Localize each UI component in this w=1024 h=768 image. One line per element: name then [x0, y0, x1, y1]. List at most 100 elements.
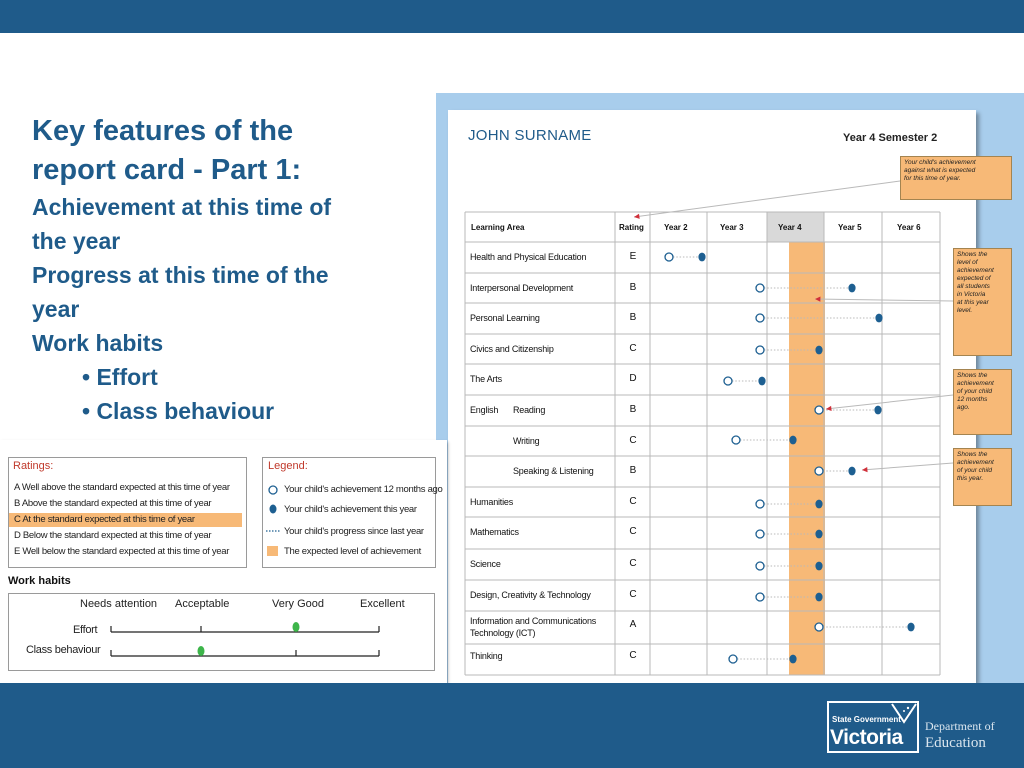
- rating-c-highlight: [9, 513, 242, 527]
- wh-col-acceptable: Acceptable: [175, 598, 230, 610]
- area-humanities: Humanities: [470, 497, 514, 507]
- callout-line: 12 months: [957, 396, 988, 403]
- legend-progress: Your child's progress since last year: [284, 526, 424, 537]
- slide-line: Progress at this time of the: [32, 262, 329, 288]
- slide-line: Achievement at this time of: [32, 194, 332, 220]
- slide-line: the year: [32, 228, 121, 254]
- header-year-3: Year 3: [720, 223, 744, 232]
- area-arts: The Arts: [470, 374, 502, 384]
- legend-hollow-dot: [268, 485, 278, 495]
- callout-this-year: Shows the achievement of your child this…: [953, 448, 1012, 506]
- rating-cell: B: [629, 465, 637, 476]
- semester-label: Year 4 Semester 2: [843, 132, 938, 144]
- area-interpersonal: Interpersonal Development: [470, 283, 574, 293]
- rating-cell: A: [629, 619, 637, 630]
- victoria-logo: [827, 701, 919, 753]
- dept-of: Department of: [925, 719, 995, 733]
- header-learning-area: Learning Area: [471, 223, 525, 232]
- callout-line: this year.: [957, 475, 984, 482]
- callout-line: for this time of year.: [904, 175, 961, 182]
- slide-text: Key features of the report card - Part 1…: [32, 112, 422, 428]
- callout-line: expected of: [957, 275, 991, 282]
- slide-title-line1: Key features of the: [32, 115, 294, 147]
- area-ict: Information and Communications: [470, 616, 597, 626]
- dept-education: Education: [925, 735, 986, 751]
- rating-b: B Above the standard expected at this ti…: [14, 498, 212, 509]
- legend-12-months: Your child's achievement 12 months ago: [284, 484, 443, 495]
- callout-line: Shows the: [957, 451, 988, 458]
- work-habit-marker: [292, 622, 300, 632]
- student-name: JOHN SURNAME: [468, 127, 592, 144]
- rating-a: A Well above the standard expected at th…: [14, 482, 230, 493]
- legend-orange-swatch: [267, 546, 278, 556]
- callout-line: achievement: [957, 459, 994, 466]
- area-civics: Civics and Citizenship: [470, 344, 554, 354]
- wh-col-very-good: Very Good: [272, 598, 324, 610]
- area-english: English: [470, 405, 499, 415]
- callout-line: of your child: [957, 388, 993, 395]
- logo-victoria: Victoria: [830, 726, 903, 749]
- rating-cell: C: [629, 589, 637, 600]
- area-personal-learning: Personal Learning: [470, 313, 540, 323]
- legend-title: Legend:: [268, 460, 308, 472]
- callout-line: level of: [957, 259, 978, 266]
- callout-line: achievement: [957, 267, 994, 274]
- wh-row-class-behaviour: Class behaviour: [26, 644, 101, 656]
- work-habit-marker: [197, 646, 205, 656]
- ratings-title: Ratings:: [13, 460, 54, 472]
- rating-cell: C: [629, 343, 637, 354]
- legend-this-year: Your child's achievement this year: [284, 504, 417, 515]
- wh-col-excellent: Excellent: [360, 598, 405, 610]
- bullet-effort: • Effort: [82, 364, 158, 390]
- callout-line: Your child's achievement: [904, 159, 976, 166]
- area-health: Health and Physical Education: [470, 252, 587, 262]
- sub-reading: Reading: [513, 405, 546, 415]
- rating-d: D Below the standard expected at this ti…: [14, 530, 212, 541]
- legend-box: [262, 457, 436, 568]
- legend-expected: The expected level of achievement: [284, 546, 421, 557]
- callout-12-months-ago: Shows the achievement of your child 12 m…: [953, 369, 1012, 435]
- callout-line: all students: [957, 283, 990, 290]
- rating-c: C At the standard expected at this time …: [14, 514, 195, 525]
- sub-writing: Writing: [513, 436, 540, 446]
- callout-line: against what is expected: [904, 167, 976, 174]
- slide-line: year: [32, 296, 80, 322]
- logo-state-government: State Government: [832, 715, 901, 724]
- callout-line: of your child: [957, 467, 993, 474]
- slide-line: Work habits: [32, 330, 164, 356]
- callout-line: achievement: [957, 380, 994, 387]
- area-mathematics: Mathematics: [470, 527, 519, 537]
- callout-line: ago.: [957, 404, 970, 411]
- callout-line: in Victoria: [957, 291, 986, 298]
- legend-filled-dot: [269, 504, 277, 514]
- callout-achievement-vs-expected: Your child's achievement against what is…: [900, 156, 1012, 200]
- wh-row-effort: Effort: [73, 624, 98, 636]
- callout-line: level.: [957, 307, 973, 314]
- rating-cell: C: [629, 435, 637, 446]
- bullet-class-behaviour: • Class behaviour: [82, 398, 275, 424]
- area-science: Science: [470, 559, 501, 569]
- area-ict-line2: Technology (ICT): [470, 628, 536, 638]
- slide-title-line2: report card - Part 1:: [32, 154, 302, 186]
- rating-cell: B: [629, 312, 637, 323]
- wh-col-needs-attention: Needs attention: [80, 598, 158, 610]
- callout-line: Shows the: [957, 251, 988, 258]
- rating-cell: C: [629, 496, 637, 507]
- rating-e: E Well below the standard expected at th…: [14, 546, 230, 557]
- rating-cell: B: [629, 282, 637, 293]
- callout-line: Shows the: [957, 372, 988, 379]
- callout-expected-level: Shows the level of achievement expected …: [953, 248, 1012, 356]
- header-year-5: Year 5: [838, 223, 862, 232]
- rating-cell: C: [629, 526, 637, 537]
- header-year-4: Year 4: [778, 223, 802, 232]
- top-bar: [0, 0, 1024, 33]
- area-thinking: Thinking: [470, 651, 503, 661]
- rating-cell: E: [629, 251, 637, 262]
- header-year-2: Year 2: [664, 223, 688, 232]
- callout-line: at this year: [957, 299, 989, 306]
- work-habits-title: Work habits: [8, 575, 71, 587]
- header-rating: Rating: [619, 223, 644, 232]
- sub-speaking: Speaking & Listening: [513, 466, 594, 476]
- ratings-box: [8, 457, 247, 568]
